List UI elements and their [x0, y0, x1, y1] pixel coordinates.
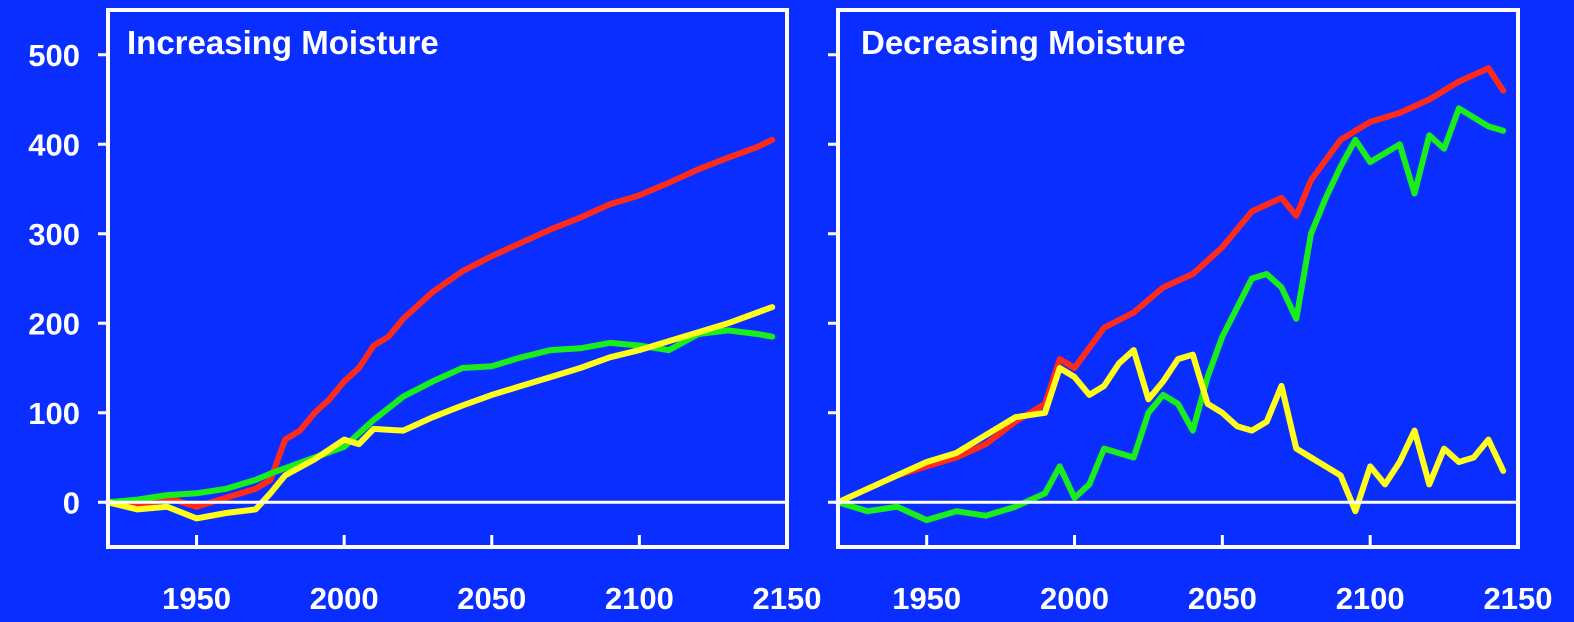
y-tick-label: 500	[28, 38, 80, 73]
y-tick-label: 400	[28, 127, 80, 162]
y-tick-label: 100	[28, 396, 80, 431]
right-plot-frame	[836, 8, 1520, 549]
right-tick-layer: 1950 2000 2050 2100 2150	[828, 53, 1553, 616]
left-panel-title: Increasing Moisture	[127, 24, 439, 61]
right-yellow-series-line	[835, 347, 1507, 515]
x-tick-label: 2150	[753, 581, 822, 616]
right-green-series-line	[835, 105, 1507, 524]
x-tick-label: 1950	[892, 581, 961, 616]
left-yellow-series-line	[105, 304, 776, 522]
y-tick-label: 0	[63, 485, 80, 520]
left-red-series-line	[105, 136, 776, 510]
x-tick-label: 2100	[605, 581, 674, 616]
left-series-layer	[105, 136, 776, 522]
decreasing-moisture-panel: 1950 2000 2050 2100 2150 Decreasing Moisture	[828, 8, 1553, 616]
right-series-layer	[835, 65, 1507, 524]
x-tick-label: 1950	[162, 581, 231, 616]
y-tick-label: 200	[28, 306, 80, 341]
left-tick-layer: 1950 2000 2050 2100 2150 0 100 200 300 400 500	[28, 38, 821, 616]
x-tick-label: 2100	[1336, 581, 1405, 616]
right-panel-title: Decreasing Moisture	[861, 24, 1186, 61]
y-tick-label: 300	[28, 217, 80, 252]
x-tick-label: 2150	[1484, 581, 1553, 616]
left-plot-frame	[106, 8, 789, 549]
right-red-series-line	[835, 65, 1507, 506]
left-green-series-line	[105, 327, 776, 506]
x-tick-label: 2000	[1040, 581, 1109, 616]
x-tick-label: 2050	[1188, 581, 1257, 616]
x-tick-label: 2050	[457, 581, 526, 616]
increasing-moisture-panel: 1950 2000 2050 2100 2150 0 100 200 300 400 500 Inc…	[28, 8, 821, 616]
x-tick-label: 2000	[310, 581, 379, 616]
